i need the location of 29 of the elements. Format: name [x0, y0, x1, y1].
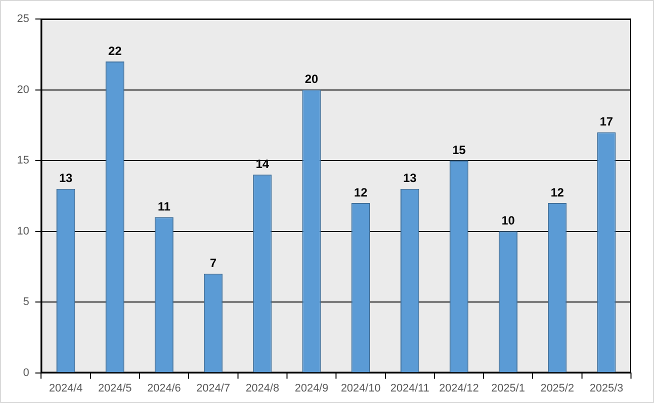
data-label: 17	[600, 114, 614, 129]
data-label: 7	[210, 256, 217, 270]
data-label: 11	[158, 199, 171, 214]
data-label: 12	[354, 185, 368, 200]
x-tick-label: 2024/7	[196, 382, 230, 394]
y-tick-label: 20	[16, 84, 30, 96]
data-label: 10	[501, 214, 516, 228]
y-tick-label: 5	[23, 296, 30, 308]
x-tick-label: 2025/3	[590, 382, 624, 394]
x-tick-label: 2024/5	[98, 382, 132, 394]
x-tick-label: 2024/9	[294, 382, 328, 394]
x-tick-label: 2024/6	[147, 382, 181, 394]
data-label: 20	[304, 72, 319, 86]
data-label: 12	[550, 185, 564, 200]
y-tick-label: 10	[16, 225, 30, 238]
x-tick-label: 2025/2	[540, 382, 574, 394]
x-tick-label: 2024/4	[48, 382, 83, 394]
x-tick-label: 2025/1	[491, 382, 525, 394]
data-label: 13	[403, 171, 417, 186]
x-tick-label: 2024/12	[439, 382, 479, 394]
y-tick-label: 15	[16, 154, 30, 167]
data-label: 13	[59, 171, 73, 186]
data-label: 22	[108, 44, 122, 58]
x-tick-label: 2024/11	[390, 382, 430, 394]
y-tick-label: 0	[23, 366, 30, 379]
data-label: 15	[452, 142, 466, 157]
x-tick-label: 2024/8	[246, 382, 280, 394]
y-tick-label: 25	[16, 13, 30, 26]
x-tick-label: 2024/10	[340, 382, 381, 394]
